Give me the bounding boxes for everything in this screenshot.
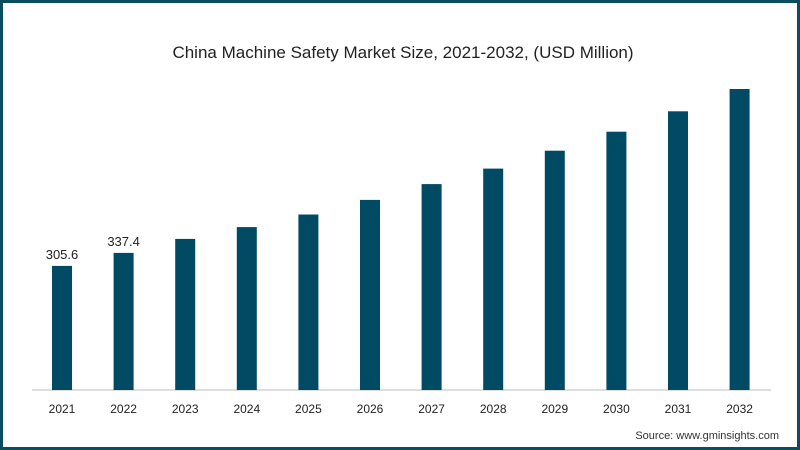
x-tick-label: 2029 — [541, 402, 568, 416]
bar-2024 — [236, 227, 257, 390]
bar-2027 — [421, 184, 442, 390]
source-note: Source: www.gminsights.com — [635, 430, 779, 442]
x-tick-label: 2031 — [665, 402, 692, 416]
bar-2026 — [360, 199, 380, 390]
bar-2021 — [52, 265, 72, 390]
data-label: 337.4 — [107, 234, 140, 249]
x-tick-label: 2030 — [603, 402, 630, 416]
bar-2025 — [298, 214, 319, 390]
bar-2032 — [729, 89, 750, 390]
x-tick-label: 2023 — [172, 402, 199, 416]
x-tick-label: 2026 — [357, 402, 384, 416]
bar-2030 — [606, 131, 627, 390]
x-tick-label: 2032 — [726, 402, 753, 416]
bar-2023 — [175, 238, 196, 390]
x-tick-label: 2021 — [49, 402, 76, 416]
bar-2022 — [113, 252, 134, 390]
x-tick-label: 2025 — [295, 402, 322, 416]
x-tick-label: 2024 — [233, 402, 260, 416]
bar-2031 — [668, 111, 688, 391]
data-label: 305.6 — [46, 247, 79, 262]
bar-2028 — [483, 168, 504, 390]
chart-title: China Machine Safety Market Size, 2021-2… — [172, 43, 634, 62]
x-tick-label: 2027 — [418, 402, 445, 416]
bar-2029 — [544, 150, 565, 390]
x-tick-label: 2028 — [480, 402, 507, 416]
x-tick-label: 2022 — [110, 402, 137, 416]
